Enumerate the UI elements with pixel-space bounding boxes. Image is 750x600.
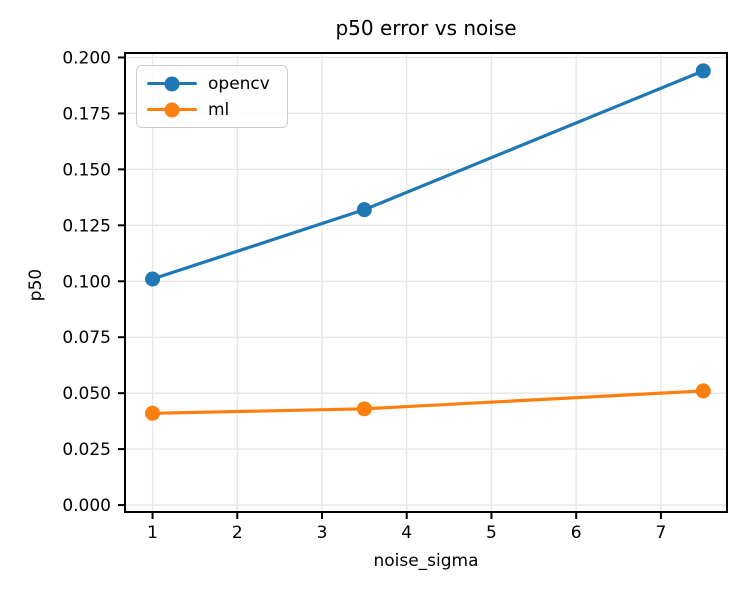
data-point-opencv <box>356 202 372 218</box>
legend-item-ml: ml <box>147 98 287 122</box>
x-tick-label: 5 <box>486 523 497 543</box>
data-point-opencv <box>145 271 161 287</box>
x-axis-label: noise_sigma <box>373 551 479 571</box>
legend-marker-icon <box>164 102 180 117</box>
data-point-ml <box>356 401 372 417</box>
data-point-ml <box>145 405 161 421</box>
x-tick-label: 1 <box>147 523 158 543</box>
legend-line-sample-ml <box>147 102 197 118</box>
x-tick-label: 2 <box>232 523 243 543</box>
y-tick-label: 0.125 <box>62 216 111 236</box>
chart-title: p50 error vs noise <box>335 16 517 40</box>
legend-marker-icon <box>164 76 180 91</box>
data-point-opencv <box>695 63 711 79</box>
x-tick-label: 7 <box>655 523 666 543</box>
y-tick-label: 0.075 <box>62 328 111 348</box>
series-line-ml <box>150 389 705 415</box>
y-tick-label: 0.200 <box>62 48 111 68</box>
legend-line-sample-opencv <box>147 76 197 92</box>
data-point-ml <box>695 383 711 399</box>
y-tick-label: 0.150 <box>62 160 111 180</box>
x-tick-label: 6 <box>571 523 582 543</box>
legend: opencv ml <box>136 65 288 128</box>
x-tick-label: 4 <box>401 523 412 543</box>
plot-border <box>124 52 728 513</box>
y-tick-label: 0.000 <box>62 496 111 516</box>
y-tick-label: 0.050 <box>62 384 111 404</box>
legend-item-opencv: opencv <box>147 72 287 96</box>
y-axis-label: p50 <box>26 268 46 302</box>
y-tick-label: 0.025 <box>62 440 111 460</box>
legend-label-ml: ml <box>208 99 230 120</box>
legend-label-opencv: opencv <box>208 73 270 94</box>
y-tick-label: 0.100 <box>62 272 111 292</box>
x-tick-label: 3 <box>317 523 328 543</box>
y-tick-label: 0.175 <box>62 104 111 124</box>
